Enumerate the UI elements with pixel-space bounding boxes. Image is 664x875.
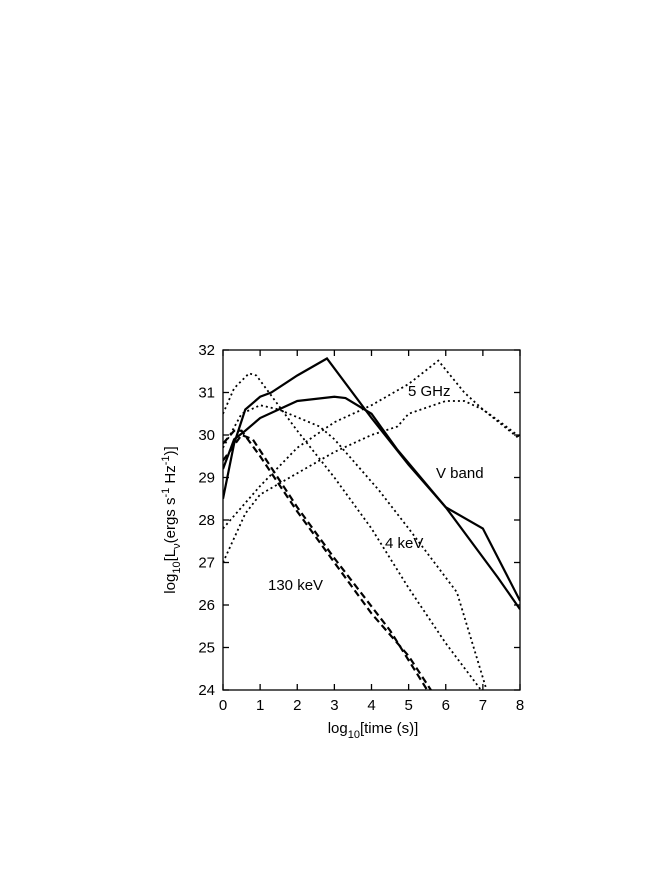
series-line: [223, 372, 482, 690]
y-tick-label: 28: [198, 512, 215, 529]
series-line: [223, 404, 488, 690]
annotation: 130 keV: [268, 577, 323, 594]
x-tick-label: 5: [404, 697, 412, 714]
x-tick-label: 4: [367, 697, 375, 714]
series-line: [223, 433, 429, 690]
y-tick-label: 32: [198, 342, 215, 359]
y-tick-label: 27: [198, 555, 215, 572]
x-tick-label: 0: [219, 697, 227, 714]
annotation: 5 GHz: [408, 383, 451, 400]
x-tick-label: 1: [256, 697, 264, 714]
y-tick-label: 29: [198, 470, 215, 487]
y-tick-label: 26: [198, 597, 215, 614]
series-line: [223, 357, 520, 602]
series-line: [223, 429, 432, 690]
series-line: [223, 359, 520, 530]
annotation: V band: [436, 465, 484, 482]
y-tick-label: 25: [198, 640, 215, 657]
y-axis-label: log10[Lν(ergs s-1 Hz-1)]: [160, 446, 183, 593]
x-axis-label: log10[time (s)]: [328, 720, 419, 741]
x-tick-label: 6: [442, 697, 450, 714]
x-tick-label: 7: [479, 697, 487, 714]
annotation: 4 keV: [385, 535, 423, 552]
x-tick-label: 3: [330, 697, 338, 714]
plot-frame: [222, 349, 521, 691]
x-tick-label: 2: [293, 697, 301, 714]
series-line: [223, 400, 520, 563]
y-tick-label: 31: [198, 385, 215, 402]
x-tick-label: 8: [516, 697, 524, 714]
y-tick-label: 24: [198, 682, 215, 699]
y-tick-label: 30: [198, 427, 215, 444]
